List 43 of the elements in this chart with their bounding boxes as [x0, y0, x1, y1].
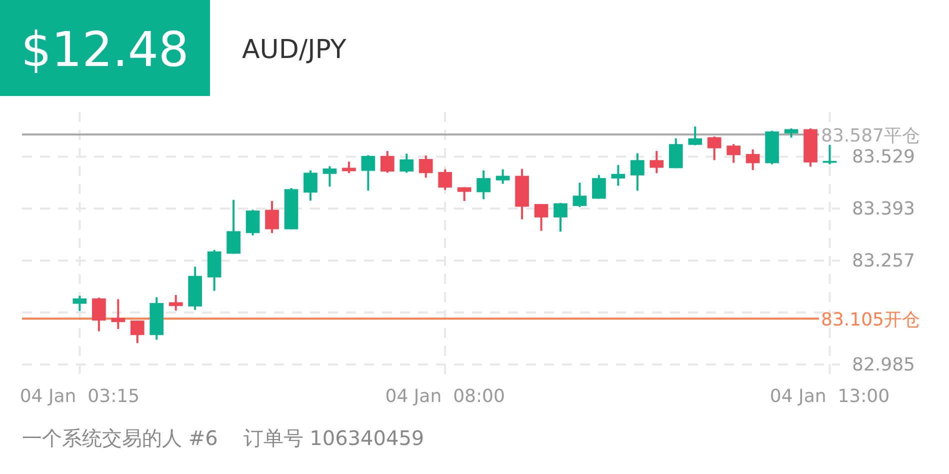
- candlestick: [650, 150, 664, 174]
- candlestick: [130, 320, 144, 344]
- candlestick: [630, 152, 644, 192]
- candlestick: [304, 169, 318, 202]
- chart-subtitle: $12.48: [21, 22, 189, 78]
- candlestick: [688, 126, 702, 146]
- x-tick-label: 04 Jan 08:00: [385, 386, 505, 407]
- candlestick: [322, 165, 337, 188]
- candlestick: [554, 202, 568, 233]
- x-tick-label: 04 Jan 13:00: [770, 386, 890, 407]
- candlestick: [361, 154, 376, 192]
- candlestick: [226, 198, 240, 255]
- candlestick: [246, 208, 260, 236]
- candlestick: [168, 294, 183, 312]
- y-tick-label: 83.393: [852, 198, 915, 220]
- ref-line-label: 83.587平仓: [821, 126, 920, 147]
- candlestick: [476, 169, 490, 200]
- candlestick: [418, 154, 433, 179]
- ref-line-label: 83.105开仓: [821, 310, 920, 331]
- candlestick: [611, 164, 626, 187]
- candlestick: [822, 144, 837, 166]
- y-tick-label: 82.985: [852, 354, 915, 376]
- candlestick: [265, 200, 279, 234]
- candlestick: [746, 148, 760, 172]
- candlestick: [400, 152, 414, 174]
- candlestick: [592, 174, 606, 200]
- candlestick: [92, 296, 106, 332]
- candlestick: [534, 203, 548, 232]
- chart-title: AUD/JPY: [242, 35, 346, 65]
- candlestick: [438, 168, 452, 191]
- text: 一个系统交易的人 #6 订单号 106340459: [22, 426, 424, 450]
- candlestick: [72, 294, 87, 312]
- candlestick: [457, 186, 472, 202]
- candlestick: [496, 168, 510, 185]
- candlestick: [572, 182, 587, 208]
- x-tick-label: 04 Jan 03:15: [20, 386, 140, 407]
- candlestick: [380, 150, 394, 174]
- candlestick: [784, 127, 798, 139]
- candlestick: [707, 135, 722, 162]
- candlestick: [111, 298, 126, 330]
- candlestick: [726, 143, 741, 164]
- y-tick-label: 83.257: [852, 250, 915, 272]
- y-tick-label: 83.529: [852, 146, 915, 168]
